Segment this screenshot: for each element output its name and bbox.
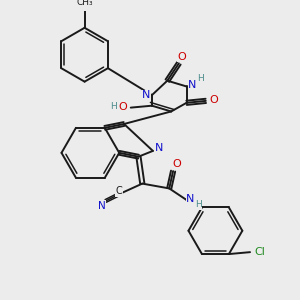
Text: N: N xyxy=(186,194,195,204)
Text: O: O xyxy=(119,102,128,112)
Text: N: N xyxy=(142,90,150,100)
Text: N: N xyxy=(188,80,196,89)
Text: Cl: Cl xyxy=(254,247,265,257)
Text: H: H xyxy=(195,200,202,209)
Text: O: O xyxy=(172,159,181,170)
Text: N: N xyxy=(98,201,106,211)
Text: C: C xyxy=(116,186,123,196)
Text: CH₃: CH₃ xyxy=(76,0,93,7)
Text: O: O xyxy=(177,52,186,61)
Text: H: H xyxy=(196,74,203,83)
Text: O: O xyxy=(209,95,218,105)
Text: N: N xyxy=(154,143,163,153)
Text: H: H xyxy=(110,102,117,111)
